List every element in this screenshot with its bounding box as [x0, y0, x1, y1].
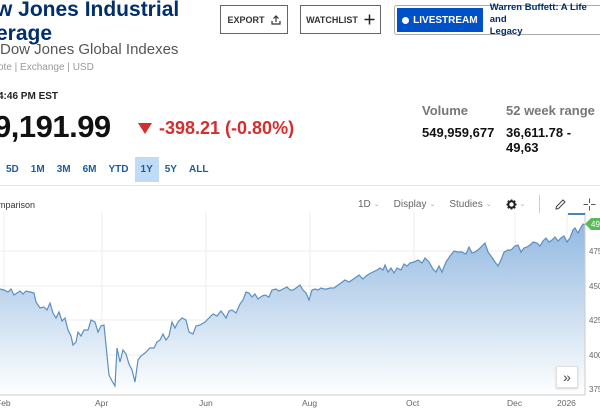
page-title-line2: erage	[0, 22, 53, 45]
gear-icon	[506, 198, 517, 210]
scroll-right-button[interactable]: »	[556, 366, 578, 388]
down-triangle-icon	[138, 123, 152, 134]
last-price: 9,191.99	[0, 109, 111, 144]
display-dropdown[interactable]: Display ⌄	[394, 199, 436, 210]
page-title-line1: w Jones Industrial	[0, 0, 180, 21]
price-chart[interactable]: 495 475 450 425 400 375 Feb Apr Jun Aug …	[0, 212, 600, 410]
livestream-title-line2: Legacy	[489, 26, 523, 37]
price-area	[0, 224, 585, 395]
livestream-label: LIVESTREAM	[413, 14, 478, 26]
svg-text:Aug: Aug	[302, 398, 317, 408]
52-week-range-value: 36,611.78 - 49,63	[506, 125, 572, 155]
chart-toolbar: 1D ⌄ Display ⌄ Studies ⌄ ⌄	[358, 195, 596, 213]
interval-dropdown[interactable]: 1D ⌄	[358, 199, 380, 210]
volume-label: Volume	[422, 103, 468, 118]
current-value-badge	[585, 218, 600, 230]
settings-dropdown[interactable]: ⌄	[506, 198, 526, 210]
price-line	[0, 223, 586, 388]
current-value-label: 495	[591, 220, 600, 229]
svg-text:Feb: Feb	[0, 398, 11, 408]
livestream-title-line1: Warren Buffett: A Life and	[489, 2, 587, 25]
svg-text:2026: 2026	[557, 398, 576, 408]
range-1y[interactable]: 1Y	[134, 157, 159, 182]
export-label: EXPORT	[227, 14, 265, 25]
range-3m[interactable]: 3M	[56, 164, 71, 175]
livestream-button[interactable]: LIVESTREAM	[397, 8, 483, 32]
svg-text:425: 425	[589, 316, 600, 325]
range-6m[interactable]: 6M	[82, 164, 97, 175]
volume-value: 549,959,677	[422, 125, 495, 140]
svg-text:Apr: Apr	[95, 398, 108, 408]
index-provider: Dow Jones Global Indexes	[0, 41, 179, 58]
display-label: Display	[393, 198, 427, 210]
time-range-selector: 5D 1M 3M 6M YTD 1Y 5Y ALL	[0, 157, 214, 182]
chevron-down-icon: ⌄	[485, 201, 492, 208]
interval-label: 1D	[358, 198, 371, 210]
svg-text:475: 475	[589, 247, 600, 256]
svg-text:Dec: Dec	[507, 398, 523, 408]
svg-text:375: 375	[589, 385, 600, 394]
svg-text:450: 450	[589, 282, 600, 291]
range-1m[interactable]: 1M	[30, 164, 45, 175]
page-title: w Jones Industrial erage	[0, 0, 216, 46]
range-5y[interactable]: 5Y	[164, 164, 177, 175]
share-icon	[270, 14, 281, 25]
chevron-down-icon: ⌄	[519, 201, 526, 208]
chevron-down-icon: ⌄	[429, 201, 436, 208]
plus-icon	[364, 14, 375, 25]
livestream-title[interactable]: Warren Buffett: A Life and Legacy	[490, 2, 600, 38]
range-ytd[interactable]: YTD	[108, 164, 129, 175]
live-dot-icon	[402, 16, 410, 24]
toolbar-separator	[539, 195, 541, 213]
quote-meta: ote | Exchange | USD	[0, 62, 94, 73]
52-week-range-label: 52 week range	[506, 103, 595, 118]
crosshair-icon[interactable]	[583, 198, 596, 211]
range-5d[interactable]: 5D	[6, 164, 19, 175]
livestream-promo[interactable]: LIVESTREAM Warren Buffett: A Life and Le…	[394, 2, 600, 38]
price-change-value: -398.21 (-0.80%)	[159, 118, 295, 138]
range-indicator	[568, 213, 585, 215]
svg-text:Oct: Oct	[406, 398, 420, 408]
watchlist-button[interactable]: WATCHLIST	[300, 5, 381, 34]
studies-dropdown[interactable]: Studies ⌄	[449, 199, 491, 210]
export-button[interactable]: EXPORT	[220, 5, 288, 34]
range-all[interactable]: ALL	[188, 164, 209, 175]
divider	[0, 185, 600, 186]
watchlist-label: WATCHLIST	[306, 14, 358, 25]
pencil-icon[interactable]	[554, 198, 567, 211]
x-axis-ticks: Feb Apr Jun Aug Oct Dec 2026	[0, 398, 576, 408]
y-axis-ticks: 475 450 425 400 375	[589, 247, 600, 394]
quote-time: 4:46 PM EST	[0, 91, 59, 102]
double-chevron-right-icon: »	[563, 369, 571, 385]
studies-label: Studies	[449, 198, 483, 210]
chevron-down-icon: ⌄	[373, 201, 380, 208]
price-change: -398.21 (-0.80%)	[138, 118, 294, 139]
svg-text:400: 400	[589, 351, 600, 360]
comparison-input[interactable]: mparison	[0, 200, 36, 210]
svg-text:Jun: Jun	[199, 398, 213, 408]
